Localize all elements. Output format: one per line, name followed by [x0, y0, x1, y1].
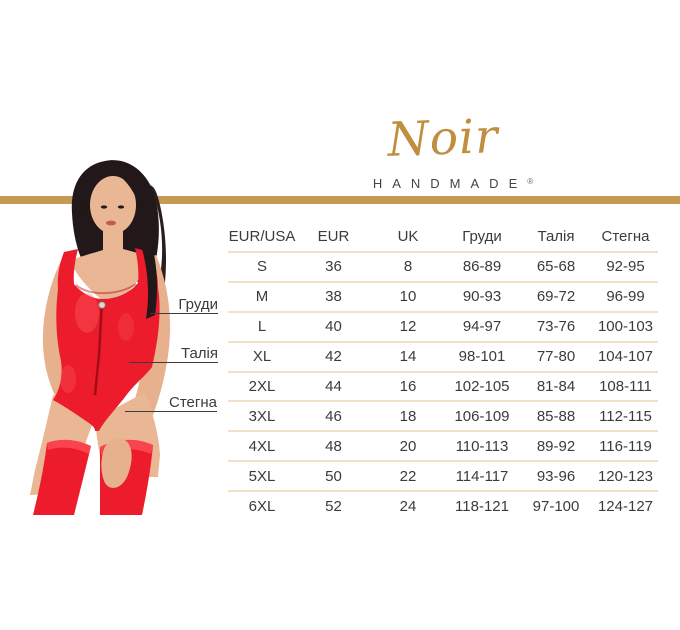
size-cell: 112-115: [599, 407, 652, 425]
size-cell: 110-113: [455, 437, 509, 455]
size-cell: 16: [399, 378, 417, 395]
size-cell: 40: [325, 318, 342, 336]
measure-label-chest: Груди: [150, 297, 218, 314]
size-cell: 22: [399, 467, 417, 485]
size-table: EUR/USA EUR UK Груди Талія Стегна S 36 8 86-89 65-…: [228, 222, 658, 520]
measure-label-chest-text: Груди: [178, 296, 218, 313]
size-cell: 100-103: [597, 318, 654, 336]
table-row: 5XL 50 22 114-117 93-96 120-123: [228, 462, 658, 493]
size-cell: 48: [325, 437, 342, 455]
size-cell: 89-92: [536, 437, 576, 455]
size-cell: 120-123: [597, 467, 654, 485]
table-header-row: EUR/USA EUR UK Груди Талія Стегна: [228, 222, 658, 253]
size-cell: 6XL: [248, 497, 276, 515]
table-row: 6XL 52 24 118-121 97-100 124-127: [228, 492, 658, 520]
size-cell: 114-117: [455, 467, 509, 485]
table-row: XL 42 14 98-101 77-80 104-107: [228, 343, 658, 373]
size-cell: 18: [399, 407, 417, 425]
size-cell: 69-72: [536, 288, 576, 306]
model-photo: [0, 155, 235, 515]
size-cell: 108-111: [599, 378, 652, 395]
registered-mark: ®: [527, 177, 534, 186]
column-header: Стегна: [601, 228, 650, 245]
size-cell: M: [255, 288, 269, 306]
size-cell: 86-89: [462, 258, 502, 276]
measure-label-hips: Стегна: [125, 395, 217, 412]
size-cell: S: [256, 258, 267, 276]
table-row: S 36 8 86-89 65-68 92-95: [228, 253, 658, 283]
size-cell: 10: [399, 288, 417, 306]
size-cell: 4XL: [248, 437, 276, 455]
size-cell: 20: [399, 437, 417, 455]
size-cell: 85-88: [536, 407, 576, 425]
size-cell: 90-93: [462, 288, 502, 306]
table-row: 4XL 48 20 110-113 89-92 116-119: [228, 432, 658, 463]
table-row: 2XL 44 16 102-105 81-84 108-111: [228, 373, 658, 403]
measure-label-waist-text: Талія: [180, 345, 218, 362]
size-cell: 44: [325, 378, 342, 395]
size-cell: 104-107: [597, 348, 654, 366]
size-cell: L: [257, 318, 267, 336]
size-cell: 94-97: [462, 318, 502, 336]
size-cell: 106-109: [454, 407, 510, 425]
size-cell: 102-105: [454, 378, 510, 395]
size-cell: 8: [403, 258, 413, 276]
measure-label-hips-text: Стегна: [169, 394, 217, 411]
size-cell: 97-100: [532, 497, 580, 515]
size-cell: 93-96: [536, 467, 576, 485]
brand-logo-script: Noir: [386, 109, 500, 168]
size-cell: 5XL: [248, 467, 276, 485]
size-cell: 3XL: [248, 407, 276, 425]
size-cell: 2XL: [248, 378, 276, 395]
size-cell: 81-84: [536, 378, 576, 395]
size-cell: 92-95: [606, 258, 645, 276]
size-cell: 96-99: [606, 288, 645, 306]
size-cell: 24: [399, 497, 417, 515]
column-header: EUR: [317, 228, 350, 245]
column-header: UK: [397, 228, 419, 245]
size-cell: 14: [399, 348, 417, 366]
size-cell: 124-127: [597, 497, 654, 515]
column-header: Груди: [462, 228, 502, 245]
table-row: M 38 10 90-93 69-72 96-99: [228, 283, 658, 313]
size-cell: 38: [325, 288, 342, 306]
gold-divider-bar: [0, 196, 680, 204]
size-cell: 50: [325, 467, 342, 485]
size-cell: XL: [252, 348, 272, 366]
size-cell: 73-76: [536, 318, 576, 336]
size-cell: 36: [325, 258, 342, 276]
brand-wordmark-text: HANDMADE: [372, 176, 528, 191]
measure-label-waist: Талія: [129, 346, 218, 363]
size-cell: 98-101: [458, 348, 506, 366]
table-row: L 40 12 94-97 73-76 100-103: [228, 313, 658, 343]
size-cell: 42: [325, 348, 342, 366]
size-cell: 46: [325, 407, 342, 425]
column-header: Талія: [537, 228, 575, 245]
size-cell: 52: [325, 497, 342, 515]
model-illustration: [30, 160, 171, 515]
column-header: EUR/USA: [228, 228, 296, 245]
size-cell: 77-80: [536, 348, 576, 366]
size-cell: 118-121: [455, 497, 509, 515]
size-cell: 65-68: [536, 258, 576, 276]
brand-wordmark: HANDMADE®: [303, 174, 593, 191]
size-cell: 12: [399, 318, 417, 336]
table-row: 3XL 46 18 106-109 85-88 112-115: [228, 402, 658, 433]
size-cell: 116-119: [599, 437, 652, 455]
